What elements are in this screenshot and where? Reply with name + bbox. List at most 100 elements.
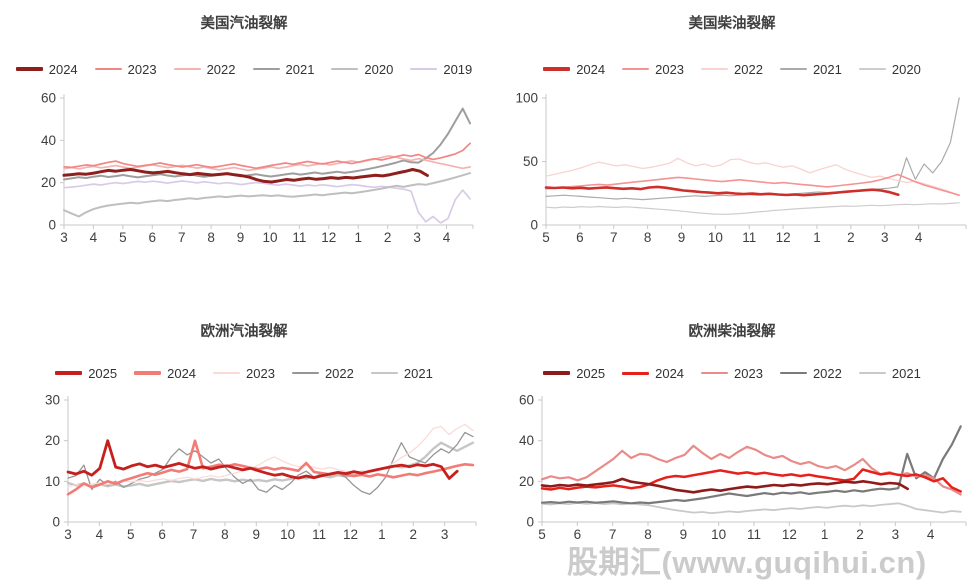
series-line-2025 bbox=[540, 477, 910, 494]
legend-item-2023: 2023 bbox=[94, 61, 157, 77]
legend-label: 2024 bbox=[576, 61, 606, 77]
x-axis-tick-label: 10 bbox=[708, 230, 723, 245]
x-axis-tick-label: 3 bbox=[413, 230, 421, 245]
chart-europe-gasoline-crack: 欧洲汽油裂解 2025 2024 2023 2022 2021 0 10 20 30 3 4 5 6 7… bbox=[0, 296, 488, 585]
x-axis-tick-label: 2 bbox=[856, 527, 864, 542]
legend-line-swatch bbox=[291, 372, 319, 374]
series-line-2024 bbox=[62, 168, 429, 184]
legend-label: 2020 bbox=[364, 61, 394, 77]
x-axis-tick-label: 3 bbox=[881, 230, 889, 245]
legend-label: 2024 bbox=[48, 61, 78, 77]
y-axis-tick-label: 60 bbox=[519, 393, 534, 408]
x-axis-tick-label: 11 bbox=[312, 527, 326, 542]
series-line-2024 bbox=[544, 185, 900, 197]
x-axis-tick-label: 4 bbox=[927, 527, 935, 542]
legend-line-swatch bbox=[252, 67, 280, 71]
x-axis-tick-label: 1 bbox=[378, 527, 386, 542]
legend-item-2022: 2022 bbox=[291, 365, 354, 381]
series-line-2025 bbox=[66, 439, 459, 480]
legend-label: 2021 bbox=[891, 365, 921, 381]
legend-line-swatch bbox=[55, 371, 83, 375]
y-axis-tick-label: 10 bbox=[45, 474, 60, 489]
legend-item-2019: 2019 bbox=[410, 62, 472, 77]
x-axis-tick-label: 5 bbox=[538, 527, 546, 542]
series-line-2023 bbox=[63, 142, 471, 170]
legend-item-2024: 2024 bbox=[543, 62, 605, 77]
x-axis-tick-label: 8 bbox=[644, 230, 652, 245]
legend-item-2023: 2023 bbox=[701, 366, 763, 381]
series-line-2020 bbox=[63, 172, 472, 218]
legend-label: 2024 bbox=[167, 365, 197, 381]
legend-line-swatch bbox=[622, 67, 650, 71]
x-axis-tick-label: 12 bbox=[776, 230, 791, 245]
x-axis-tick-label: 1 bbox=[821, 527, 829, 542]
y-axis-tick-label: 40 bbox=[519, 433, 534, 448]
y-axis-tick-label: 20 bbox=[519, 474, 534, 489]
x-axis-tick-label: 8 bbox=[221, 527, 229, 542]
legend-item-2020: 2020 bbox=[858, 61, 921, 77]
legend-item-2020: 2020 bbox=[331, 62, 393, 77]
legend-line-swatch bbox=[701, 68, 729, 70]
chart-legend: 2024 2023 2022 2021 2020 bbox=[488, 60, 976, 78]
chart-legend: 2024 2023 2022 2021 2020 2019 bbox=[0, 60, 488, 78]
legend-item-2021: 2021 bbox=[370, 366, 433, 381]
y-axis-tick-label: 100 bbox=[515, 91, 538, 106]
legend-item-2022: 2022 bbox=[173, 62, 236, 77]
legend-label: 2023 bbox=[246, 365, 275, 381]
legend-line-swatch bbox=[331, 67, 359, 71]
legend-line-swatch bbox=[213, 372, 241, 374]
x-axis-tick-label: 12 bbox=[343, 527, 358, 542]
x-axis-tick-label: 7 bbox=[609, 527, 617, 542]
series-line-2024 bbox=[66, 439, 475, 496]
legend-label: 2025 bbox=[88, 365, 118, 381]
x-axis-tick-label: 7 bbox=[610, 230, 618, 245]
legend-item-2024: 2024 bbox=[134, 366, 196, 381]
legend-label: 2019 bbox=[443, 61, 473, 77]
legend-label: 2022 bbox=[734, 61, 763, 77]
chart-us-diesel-crack: 美国柴油裂解 2024 2023 2022 2021 2020 0 50 100 5 6 7 8 9 1… bbox=[488, 0, 976, 296]
legend-label: 2025 bbox=[576, 365, 606, 381]
legend-item-2024: 2024 bbox=[15, 61, 78, 77]
x-axis-tick-label: 10 bbox=[262, 230, 277, 245]
legend-line-swatch bbox=[15, 67, 43, 71]
legend-line-swatch bbox=[858, 68, 886, 70]
chart-title: 美国柴油裂解 bbox=[688, 16, 776, 32]
legend-line-swatch bbox=[858, 371, 886, 375]
y-axis-tick-label: 0 bbox=[48, 218, 56, 233]
x-axis-tick-label: 9 bbox=[253, 527, 261, 542]
series-line-2019 bbox=[63, 180, 471, 224]
legend-label: 2022 bbox=[812, 365, 842, 381]
legend-label: 2022 bbox=[324, 365, 354, 381]
x-axis-tick-label: 5 bbox=[119, 230, 127, 245]
legend-item-2023: 2023 bbox=[213, 366, 275, 381]
x-axis-tick-label: 4 bbox=[96, 527, 104, 542]
y-axis-tick-label: 0 bbox=[530, 218, 538, 233]
chart-us-gasoline-crack: 美国汽油裂解 2024 2023 2022 2021 2020 2019 0 20 40 60 3… bbox=[0, 0, 488, 296]
x-axis-tick-label: 9 bbox=[237, 230, 245, 245]
x-axis-tick-label: 11 bbox=[742, 230, 756, 245]
legend-item-2021: 2021 bbox=[252, 62, 314, 77]
x-axis-tick-label: 11 bbox=[292, 230, 306, 245]
legend-item-2021: 2021 bbox=[858, 365, 921, 381]
x-axis-tick-label: 9 bbox=[680, 527, 688, 542]
x-axis-tick-label: 6 bbox=[576, 230, 584, 245]
legend-line-swatch bbox=[701, 371, 729, 375]
x-axis-tick-label: 7 bbox=[190, 527, 198, 542]
series-line-2022 bbox=[63, 154, 471, 172]
legend-line-swatch bbox=[543, 67, 571, 71]
legend-line-swatch bbox=[622, 371, 650, 375]
series-line-2023 bbox=[545, 173, 961, 196]
y-axis-tick-label: 40 bbox=[41, 133, 56, 148]
chart-legend: 2025 2024 2023 2022 2021 bbox=[488, 364, 976, 382]
legend-label: 2023 bbox=[655, 61, 685, 77]
legend-item-2021: 2021 bbox=[779, 62, 842, 77]
legend-label: 2023 bbox=[127, 61, 157, 77]
legend-item-2023: 2023 bbox=[622, 62, 684, 77]
x-axis-tick-label: 8 bbox=[207, 230, 215, 245]
legend-label: 2020 bbox=[891, 61, 921, 77]
legend-item-2022: 2022 bbox=[701, 62, 763, 77]
x-axis-tick-label: 2 bbox=[384, 230, 392, 245]
series-line-2021 bbox=[63, 107, 472, 181]
y-axis-tick-label: 50 bbox=[523, 154, 538, 169]
